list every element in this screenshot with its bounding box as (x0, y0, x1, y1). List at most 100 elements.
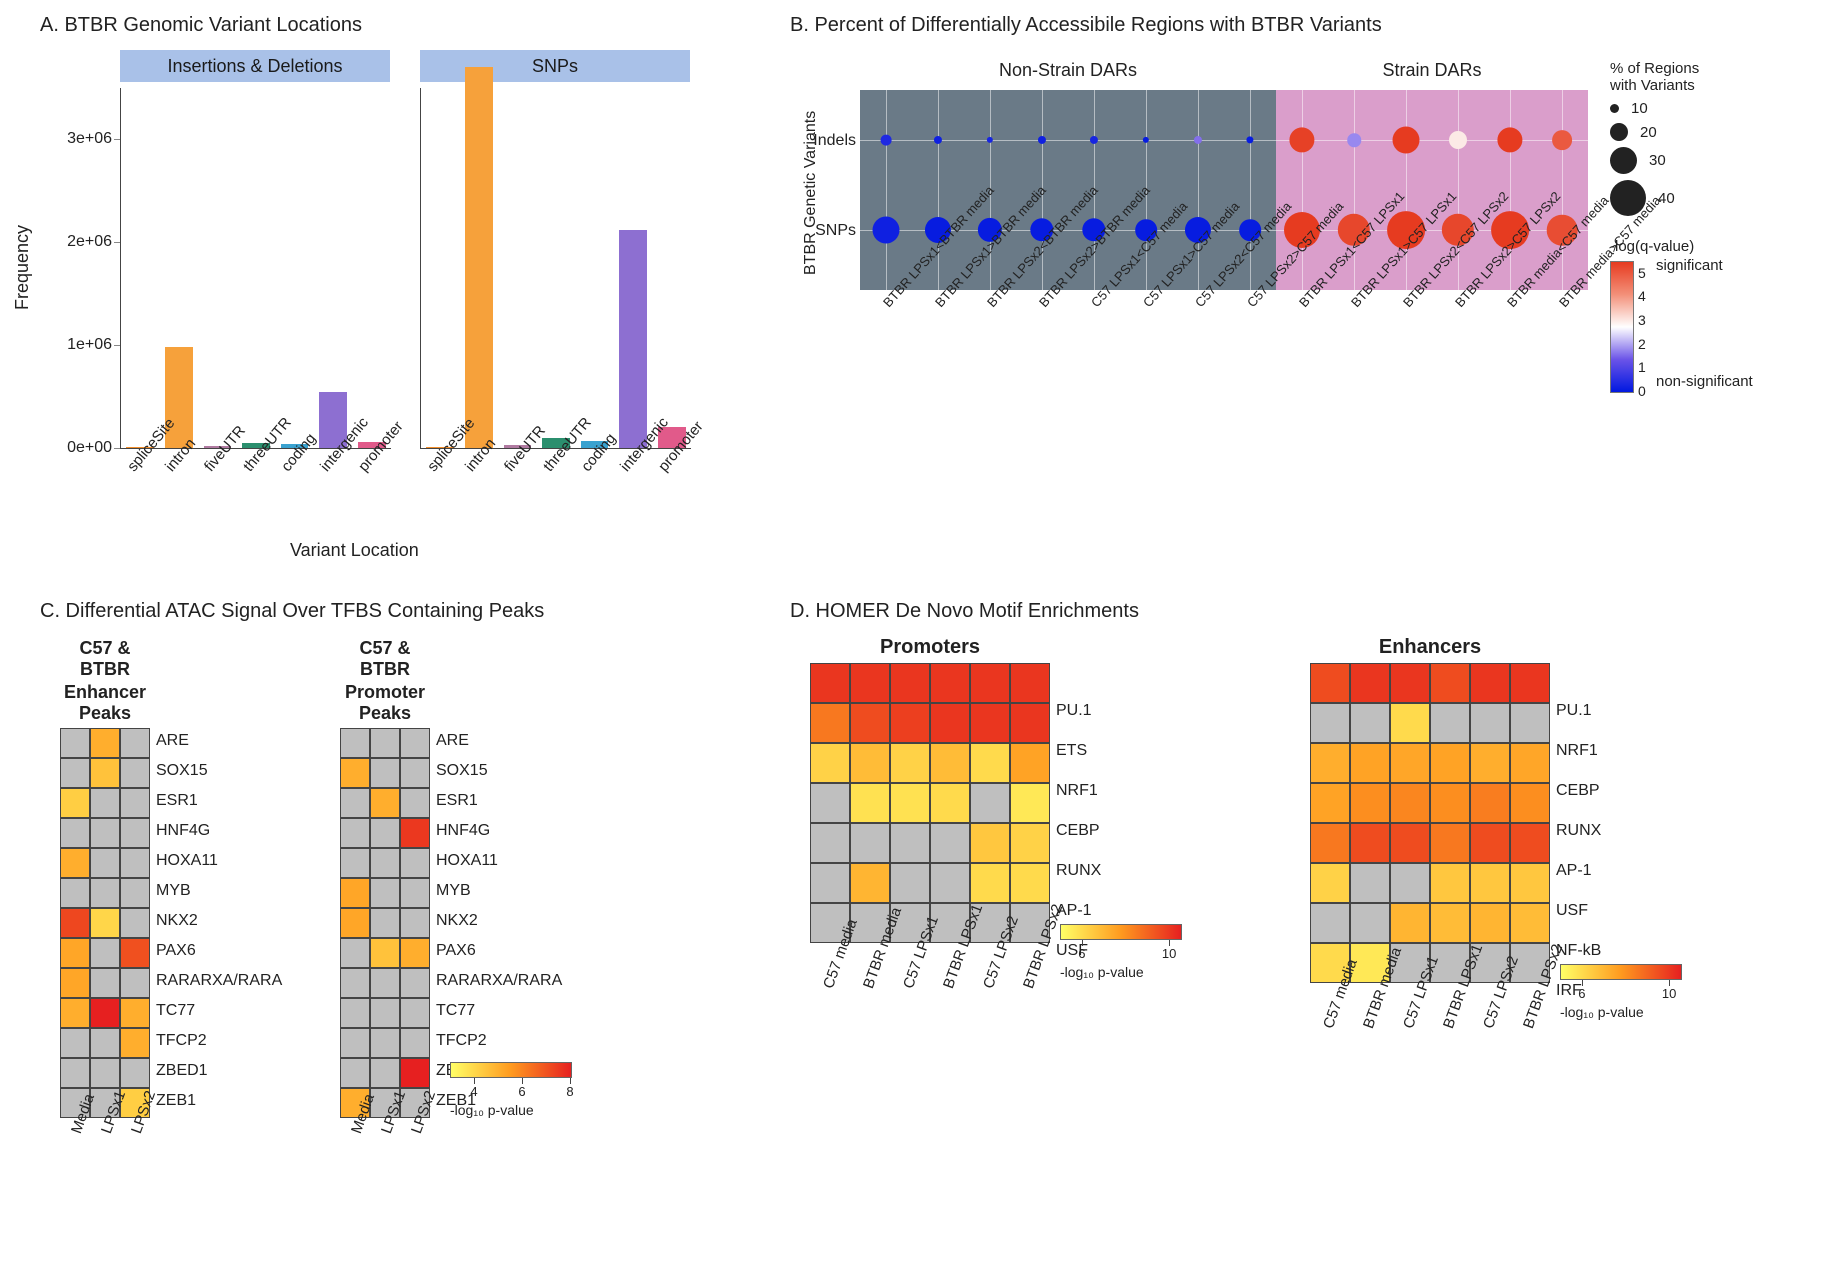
heatmap-cell (850, 663, 890, 703)
heatmap-cell (970, 663, 1010, 703)
panelA-ylabel: Frequency (12, 225, 33, 310)
panelB-row-label: SNPs (796, 222, 856, 240)
heatmap-cell (1390, 703, 1430, 743)
heatmap-cell (1510, 743, 1550, 783)
heatmap-cell (400, 728, 430, 758)
heatmap-row-label: RUNX (1056, 862, 1101, 880)
heatmap-row-label: USF (1556, 902, 1588, 920)
panelB-dot (873, 217, 900, 244)
heatmap-cell (1010, 703, 1050, 743)
heatmap-cell (340, 968, 370, 998)
heatmap-cell (930, 663, 970, 703)
heatmap-row-label: NRF1 (1556, 742, 1598, 760)
heatmap-cell (120, 878, 150, 908)
heatmap-cell (370, 1028, 400, 1058)
heatmap-cell (1510, 823, 1550, 863)
panelB-size-legend-label: 10 (1631, 100, 1648, 117)
heatmap-cell (400, 758, 430, 788)
heatmap-cell (850, 743, 890, 783)
heatmap-row-label: TC77 (156, 1002, 195, 1020)
heatmap-cell (340, 938, 370, 968)
panelB: BTBR Genetic Variants % of Regions with … (790, 50, 1810, 570)
heatmap-cell (370, 1058, 400, 1088)
heatmap-cell (970, 823, 1010, 863)
heatmap-cell (340, 998, 370, 1028)
heatmap-cell (1470, 743, 1510, 783)
heatmap-row-label: ZEB1 (156, 1092, 196, 1110)
heatmap-cell (1350, 743, 1390, 783)
heatmap-row-label: TFCP2 (156, 1032, 207, 1050)
panelA-ytick: 2e+06 (42, 233, 112, 251)
heatmap-cell (1350, 703, 1390, 743)
heatmap-row-label: MYB (156, 882, 191, 900)
panelB-sig-label: significant (1656, 257, 1723, 274)
heatmap-cell (970, 703, 1010, 743)
heatmap-cell (810, 863, 850, 903)
colorbar-label: -log₁₀ p-value (1560, 1004, 1680, 1020)
heatmap-row-label: HNF4G (436, 822, 490, 840)
heatmap-row-label: NKX2 (436, 912, 478, 930)
heatmap-cell (1430, 783, 1470, 823)
heatmap-cell (970, 863, 1010, 903)
heatmap-cell (90, 1028, 120, 1058)
heatmap-cell (90, 848, 120, 878)
heatmap-subtitle: Enhancer Peaks (60, 682, 150, 724)
heatmap-cell (60, 998, 90, 1028)
heatmap-cell (890, 823, 930, 863)
heatmap-cell (370, 818, 400, 848)
heatmap-cell (1390, 863, 1430, 903)
heatmap-cell (120, 998, 150, 1028)
heatmap-cell (60, 728, 90, 758)
heatmap-cell (1430, 743, 1470, 783)
heatmap-cell (1310, 863, 1350, 903)
heatmap-row-label: RUNX (1556, 822, 1601, 840)
heatmap-row-label: ETS (1056, 742, 1087, 760)
heatmap-cell (810, 743, 850, 783)
heatmap-cell (1470, 863, 1510, 903)
heatmap-cell (1310, 823, 1350, 863)
heatmap-cell (400, 1058, 430, 1088)
heatmap-cell (90, 968, 120, 998)
heatmap-row-label: HOXA11 (156, 852, 218, 870)
heatmap-cell (370, 758, 400, 788)
heatmap-cell (1510, 783, 1550, 823)
heatmap-cell (1390, 743, 1430, 783)
heatmap-cell (60, 1058, 90, 1088)
heatmap-cell (370, 968, 400, 998)
panelB-dot (1449, 131, 1467, 149)
heatmap-cell (1510, 703, 1550, 743)
heatmap-cell (1350, 903, 1390, 943)
heatmap-cell (1010, 823, 1050, 863)
panelB-dot (1347, 133, 1361, 147)
heatmap-cell (120, 788, 150, 818)
panelB-size-legend-title: % of Regions with Variants (1610, 60, 1810, 94)
heatmap-row-label: SOX15 (436, 762, 488, 780)
panelB-dot (1393, 127, 1420, 154)
panelB-title: B. Percent of Differentially Accessibile… (790, 14, 1382, 37)
heatmap-cell (1350, 783, 1390, 823)
heatmap-cell (890, 703, 930, 743)
panelA-facet-label: Insertions & Deletions (120, 50, 390, 82)
panelB-size-legend-label: 30 (1649, 152, 1666, 169)
heatmap-cell (340, 758, 370, 788)
heatmap-cell (60, 908, 90, 938)
panelC: C57 & BTBREnhancer PeaksARESOX15ESR1HNF4… (40, 636, 740, 1236)
heatmap-cell (890, 663, 930, 703)
heatmap-cell (930, 703, 970, 743)
panelB-region-label: Strain DARs (1276, 60, 1588, 81)
heatmap-cell (60, 878, 90, 908)
heatmap-cell (890, 783, 930, 823)
heatmap-cell (1390, 903, 1430, 943)
heatmap-cell (120, 1028, 150, 1058)
heatmap-cell (810, 663, 850, 703)
heatmap-cell (1430, 903, 1470, 943)
heatmap-cell (1430, 703, 1470, 743)
heatmap-row-label: RARARXA/RARA (156, 972, 282, 990)
heatmap-cell (400, 1028, 430, 1058)
heatmap-row-label: TFCP2 (436, 1032, 487, 1050)
heatmap-cell (810, 783, 850, 823)
heatmap-cell (120, 938, 150, 968)
panelA-xlabel: Variant Location (290, 540, 419, 561)
heatmap-cell (60, 848, 90, 878)
panelB-color-legend-title: -log(q-value) (1610, 238, 1810, 255)
